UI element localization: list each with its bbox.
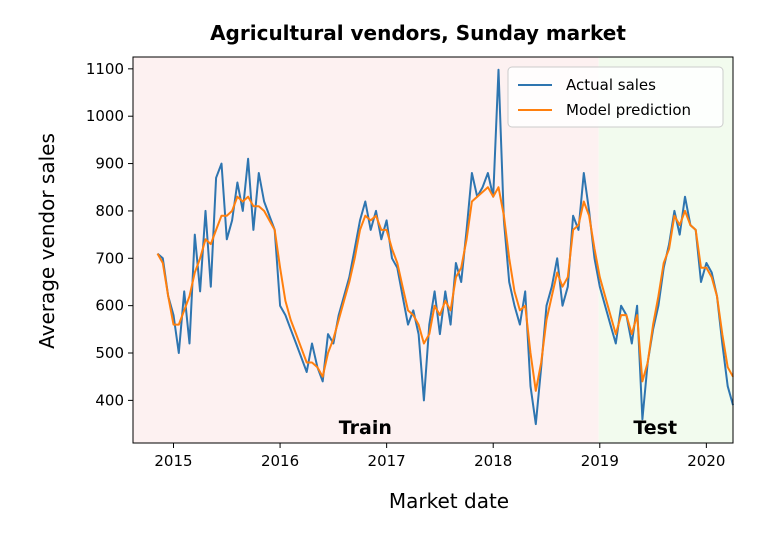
y-tick-label: 600 xyxy=(95,297,124,315)
region-label-test: Test xyxy=(633,417,677,439)
series-lines xyxy=(156,68,734,426)
x-tick-label: 2020 xyxy=(687,452,725,470)
y-tick-label: 1000 xyxy=(86,107,124,125)
y-tick-label: 500 xyxy=(95,344,124,362)
y-tick-label: 400 xyxy=(95,391,124,409)
x-tick-label: 2018 xyxy=(474,452,512,470)
y-tick-label: 700 xyxy=(95,249,124,267)
x-tick-label: 2016 xyxy=(261,452,299,470)
legend: Actual sales Model prediction xyxy=(507,66,724,128)
legend-label-actual-sales: Actual sales xyxy=(566,76,656,94)
region-label-train: Train xyxy=(339,417,392,439)
y-tick-label: 1100 xyxy=(86,60,124,78)
series-line-actual-sales xyxy=(156,68,734,426)
x-tick-label: 2019 xyxy=(581,452,619,470)
region-labels: Train Test xyxy=(339,417,677,439)
y-axis-ticks: 400 500 600 700 800 900 1000 1100 xyxy=(86,60,133,409)
series-line-model-prediction xyxy=(156,186,734,392)
legend-box xyxy=(507,66,724,128)
x-axis-ticks: 2015 2016 2017 2018 2019 2020 xyxy=(154,443,725,470)
x-axis-label: Market date xyxy=(389,489,509,513)
x-tick-label: 2017 xyxy=(368,452,406,470)
y-axis-label: Average vendor sales xyxy=(35,133,59,349)
legend-label-model-prediction: Model prediction xyxy=(566,101,691,119)
chart-title: Agricultural vendors, Sunday market xyxy=(210,21,626,45)
x-tick-label: 2015 xyxy=(154,452,192,470)
y-tick-label: 800 xyxy=(95,202,124,220)
y-tick-label: 900 xyxy=(95,155,124,173)
plot-frame xyxy=(132,56,734,444)
